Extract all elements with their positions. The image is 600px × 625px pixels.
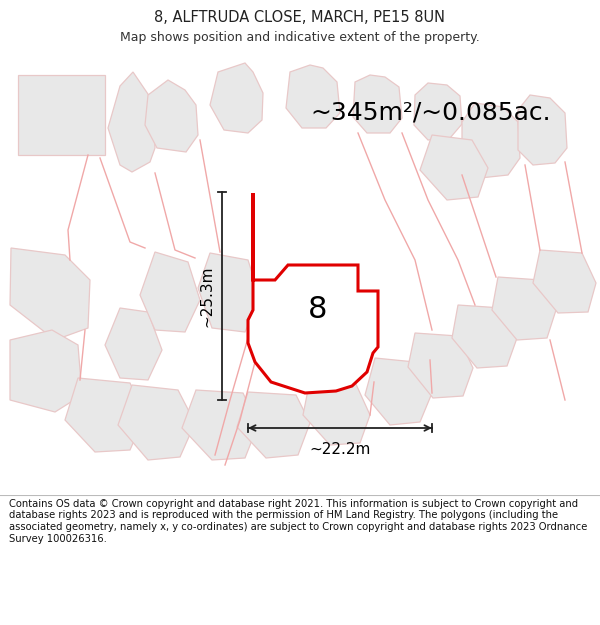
Polygon shape [248, 193, 378, 393]
Polygon shape [10, 248, 90, 340]
Polygon shape [198, 253, 260, 332]
Polygon shape [105, 308, 162, 380]
Polygon shape [492, 277, 556, 340]
Polygon shape [118, 385, 195, 460]
Polygon shape [420, 135, 488, 200]
Polygon shape [10, 330, 82, 412]
Polygon shape [140, 252, 200, 332]
Text: ~345m²/~0.085ac.: ~345m²/~0.085ac. [310, 100, 551, 124]
Text: 8: 8 [308, 296, 328, 324]
Polygon shape [533, 250, 596, 313]
Text: Map shows position and indicative extent of the property.: Map shows position and indicative extent… [120, 31, 480, 44]
Text: 8, ALFTRUDA CLOSE, MARCH, PE15 8UN: 8, ALFTRUDA CLOSE, MARCH, PE15 8UN [155, 10, 445, 25]
Polygon shape [303, 380, 370, 445]
Polygon shape [145, 80, 198, 152]
Polygon shape [182, 390, 258, 460]
Polygon shape [18, 75, 105, 155]
Polygon shape [65, 378, 145, 452]
Polygon shape [408, 333, 473, 398]
Polygon shape [365, 358, 432, 425]
Text: Contains OS data © Crown copyright and database right 2021. This information is : Contains OS data © Crown copyright and d… [9, 499, 587, 544]
Polygon shape [286, 65, 340, 128]
Polygon shape [452, 305, 517, 368]
Polygon shape [108, 72, 155, 172]
Polygon shape [210, 63, 263, 133]
Polygon shape [518, 95, 567, 165]
Polygon shape [237, 392, 310, 458]
Polygon shape [353, 75, 402, 133]
Text: ~25.3m: ~25.3m [199, 265, 214, 327]
Polygon shape [414, 83, 462, 140]
Text: ~22.2m: ~22.2m [310, 442, 371, 457]
Polygon shape [462, 103, 520, 178]
